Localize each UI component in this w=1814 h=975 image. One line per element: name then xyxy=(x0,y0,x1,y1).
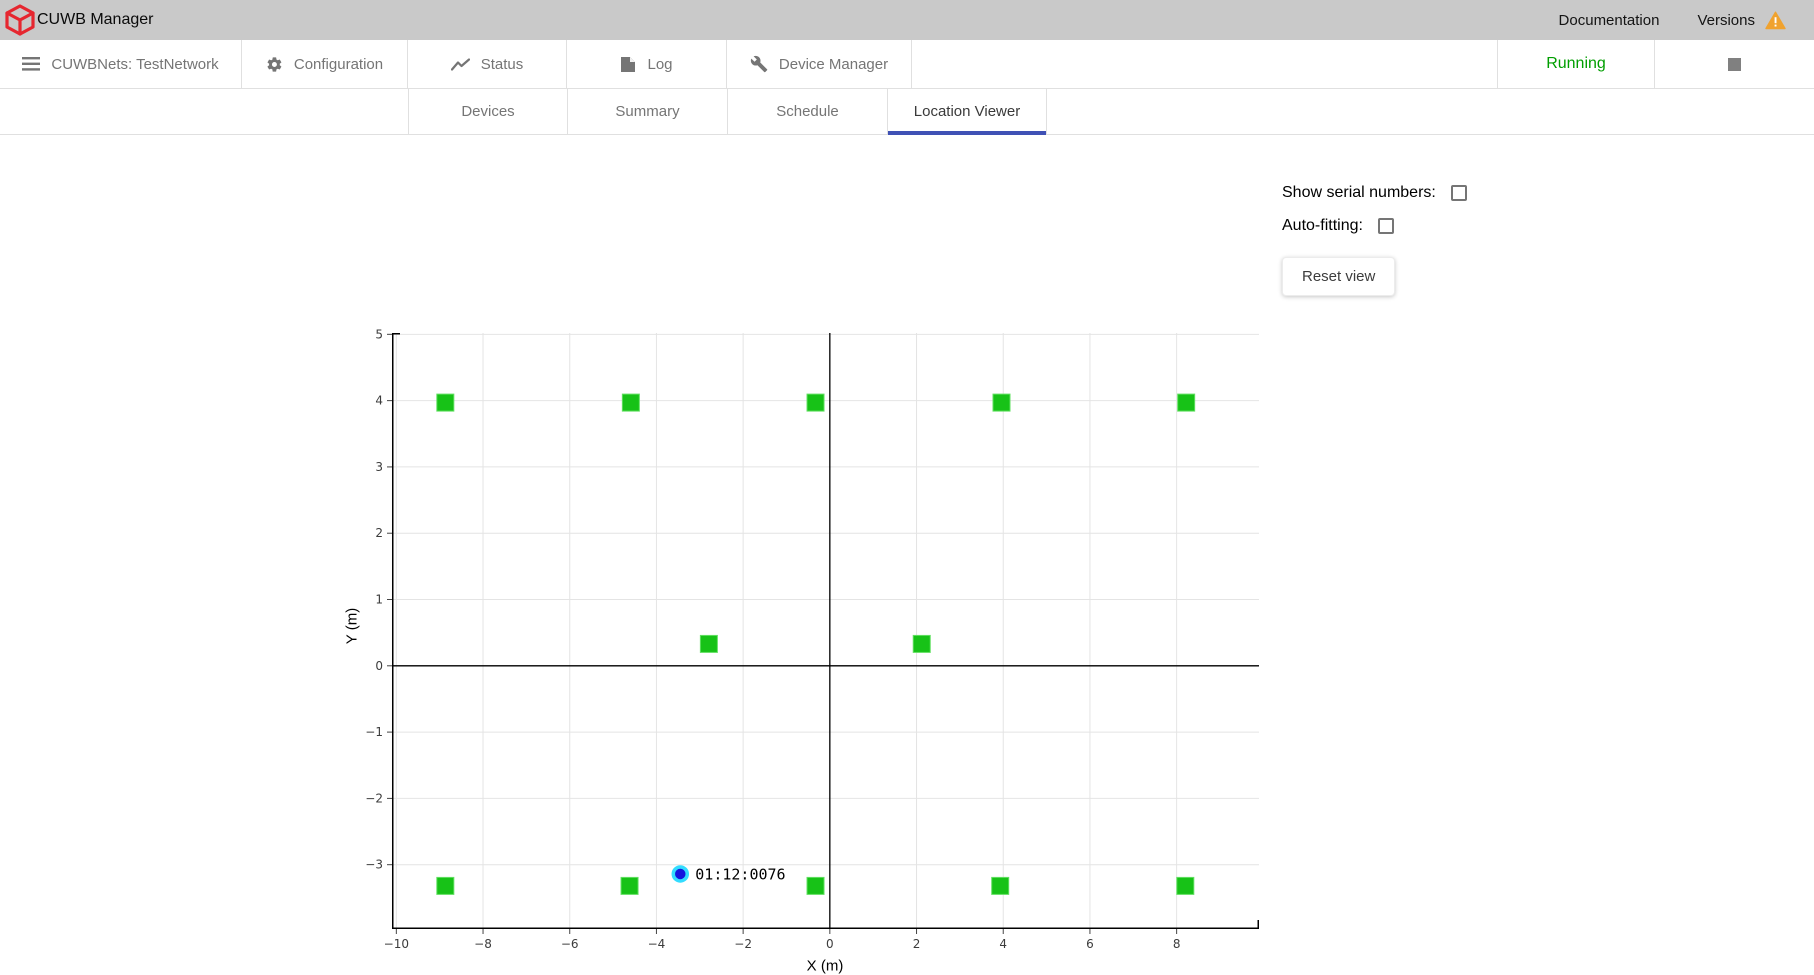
auto-fitting-row: Auto-fitting: xyxy=(1282,217,1467,235)
viewer-controls: Show serial numbers: Auto-fitting: Reset… xyxy=(1282,184,1467,296)
network-status: Running xyxy=(1497,40,1654,88)
file-icon xyxy=(620,56,636,73)
menu-icon xyxy=(22,57,40,71)
anchor-point xyxy=(621,877,638,894)
trend-icon xyxy=(451,58,470,71)
x-tick-label: 8 xyxy=(1173,937,1181,951)
cuwb-logo-icon xyxy=(3,3,37,37)
anchor-point xyxy=(913,635,930,652)
auto-fitting-checkbox[interactable] xyxy=(1378,218,1394,234)
auto-fitting-label: Auto-fitting: xyxy=(1282,217,1363,235)
main-navbar: CUWBNets: TestNetwork Configuration Stat… xyxy=(0,40,1814,89)
anchor-point xyxy=(807,877,824,894)
tag-label: 01:12:0076 xyxy=(695,865,785,883)
sub-tab-label: Schedule xyxy=(776,103,839,120)
y-axis-label: Y (m) xyxy=(344,608,361,644)
app-title: CUWB Manager xyxy=(37,11,153,29)
navbar-spacer xyxy=(912,40,1497,88)
x-tick-label: −10 xyxy=(384,937,409,951)
nav-tab-label: CUWBNets: TestNetwork xyxy=(51,56,218,73)
x-tick-label: −4 xyxy=(648,937,666,951)
x-axis-label: X (m) xyxy=(807,958,844,975)
versions-link[interactable]: Versions xyxy=(1697,12,1755,29)
version-warning[interactable] xyxy=(1765,11,1786,30)
sub-tab-label: Summary xyxy=(615,103,679,120)
active-tab-underline xyxy=(888,131,1046,135)
show-serial-row: Show serial numbers: xyxy=(1282,184,1467,202)
anchor-point xyxy=(1178,394,1195,411)
x-tick-label: −6 xyxy=(561,937,579,951)
wrench-icon xyxy=(750,55,768,73)
nav-tab-cuwbnets[interactable]: CUWBNets: TestNetwork xyxy=(0,40,242,88)
show-serial-label: Show serial numbers: xyxy=(1282,184,1436,202)
gear-icon xyxy=(266,56,283,73)
tab-location-viewer[interactable]: Location Viewer xyxy=(887,89,1047,134)
y-tick-label: 0 xyxy=(375,659,383,673)
tab-schedule[interactable]: Schedule xyxy=(727,89,887,134)
y-tick-label: −1 xyxy=(365,725,383,739)
nav-tab-configuration[interactable]: Configuration xyxy=(242,40,408,88)
tag-point[interactable] xyxy=(673,867,687,881)
x-tick-label: 0 xyxy=(826,937,834,951)
nav-tab-device-manager[interactable]: Device Manager xyxy=(727,40,912,88)
anchor-point xyxy=(622,394,639,411)
warning-triangle-icon xyxy=(1765,11,1786,30)
show-serial-checkbox[interactable] xyxy=(1451,185,1467,201)
stop-icon xyxy=(1728,58,1741,71)
nav-tab-label: Configuration xyxy=(294,56,383,73)
sub-tab-label: Location Viewer xyxy=(914,103,1020,120)
nav-tab-log[interactable]: Log xyxy=(567,40,727,88)
top-bar: CUWB Manager Documentation Versions xyxy=(0,0,1814,40)
anchor-point xyxy=(1177,877,1194,894)
anchor-point xyxy=(437,394,454,411)
nav-tab-label: Device Manager xyxy=(779,56,888,73)
x-tick-label: −2 xyxy=(734,937,752,951)
x-tick-label: 4 xyxy=(999,937,1007,951)
nav-tab-label: Log xyxy=(647,56,672,73)
nav-tab-status[interactable]: Status xyxy=(408,40,567,88)
tab-summary[interactable]: Summary xyxy=(567,89,727,134)
x-tick-label: 2 xyxy=(913,937,921,951)
sub-tab-label: Devices xyxy=(461,103,514,120)
y-tick-label: −2 xyxy=(365,791,383,805)
tab-devices[interactable]: Devices xyxy=(408,89,567,134)
stop-network-button[interactable] xyxy=(1654,40,1814,88)
anchor-point xyxy=(807,394,824,411)
anchor-point xyxy=(992,877,1009,894)
x-tick-label: −8 xyxy=(474,937,492,951)
y-tick-label: 5 xyxy=(375,327,383,341)
y-tick-label: 2 xyxy=(375,526,383,540)
anchor-point xyxy=(700,635,717,652)
y-tick-label: 1 xyxy=(375,593,383,607)
status-running-label: Running xyxy=(1546,55,1606,73)
y-tick-label: 3 xyxy=(375,460,383,474)
nav-tab-label: Status xyxy=(481,56,524,73)
location-subtabs: Devices Summary Schedule Location Viewer xyxy=(0,89,1814,135)
documentation-link[interactable]: Documentation xyxy=(1559,12,1660,29)
y-tick-label: −3 xyxy=(365,858,383,872)
anchor-point xyxy=(437,877,454,894)
reset-view-button[interactable]: Reset view xyxy=(1282,257,1395,296)
x-tick-label: 6 xyxy=(1086,937,1094,951)
anchor-point xyxy=(993,394,1010,411)
y-tick-label: 4 xyxy=(375,394,383,408)
